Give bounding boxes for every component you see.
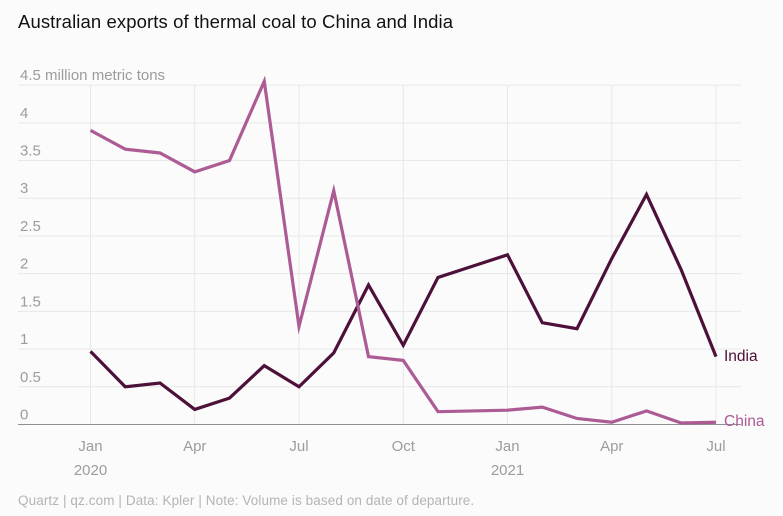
series-label-china: China — [724, 413, 765, 431]
china-line — [89, 75, 717, 425]
y-tick-label: 1.5 — [20, 293, 41, 310]
chart-title: Australian exports of thermal coal to Ch… — [18, 11, 454, 32]
y-tick-label: 2.5 — [20, 218, 41, 235]
y-axis-unit-label: 4.5 million metric tons — [20, 67, 165, 84]
y-tick-label: 1 — [20, 331, 28, 348]
x-tick-label: Jul — [289, 438, 308, 455]
y-tick-label: 3.5 — [20, 143, 41, 160]
x-tick-label: Apr — [600, 438, 623, 455]
y-tick-label: 0 — [20, 407, 28, 424]
source-note: Quartz | qz.com | Data: Kpler | Note: Vo… — [18, 493, 475, 508]
x-tick-label: Jul — [706, 438, 725, 455]
x-year-label: 2020 — [74, 462, 107, 479]
x-tick-label: Oct — [392, 438, 416, 455]
y-tick-label: 0.5 — [20, 369, 41, 386]
x-tick-label: Jan — [495, 438, 519, 455]
x-tick-label: Jan — [78, 438, 102, 455]
india-line — [89, 190, 718, 412]
y-tick-label: 2 — [20, 256, 28, 273]
y-tick-label: 4 — [20, 105, 28, 122]
series-label-india: India — [724, 347, 758, 365]
y-tick-label: 3 — [20, 180, 28, 197]
x-year-label: 2021 — [491, 462, 524, 479]
x-tick-label: Apr — [183, 438, 206, 455]
